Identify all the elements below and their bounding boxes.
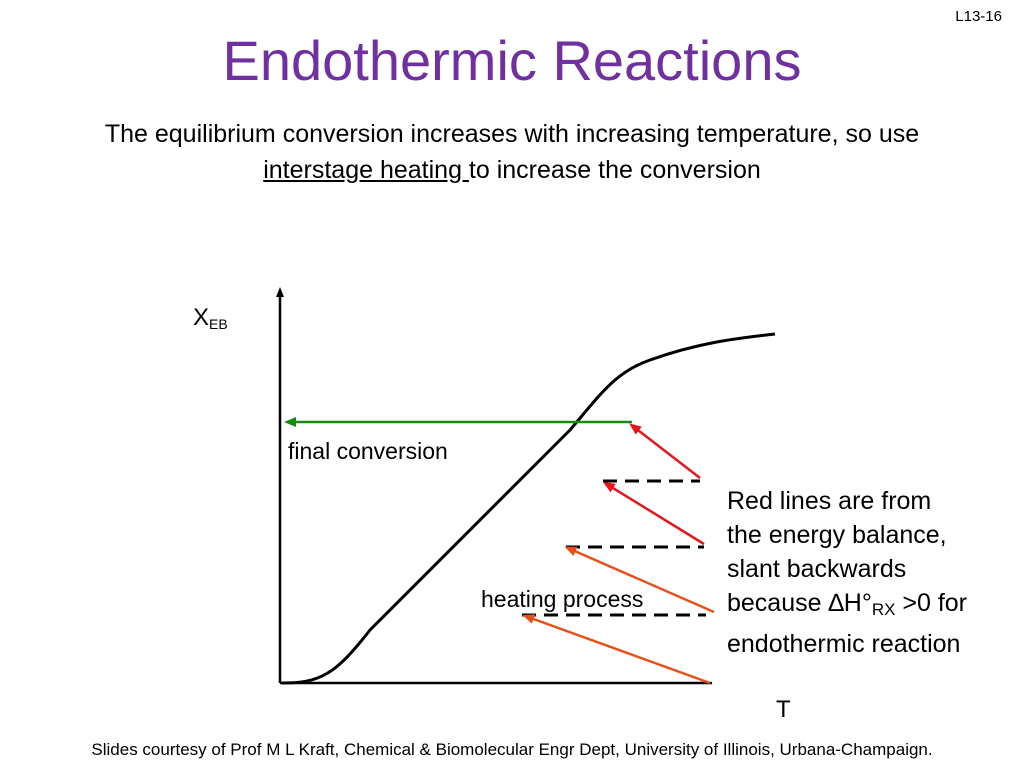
note-line-3: slant backwards [727,555,907,583]
energy-balance-line-1 [629,423,701,479]
final-conversion-label: final conversion [288,438,448,464]
slide-title: Endothermic Reactions [222,29,802,92]
note-line-4: because ∆H°RX >0 for [727,586,1012,627]
slide-subtitle: The equilibrium conversion increases wit… [30,116,994,188]
energy-balance-line-4 [522,614,711,685]
note-line-4-pre: because ∆H° [727,589,872,617]
energy-balance-note: Red lines are from the energy balance, s… [727,484,1012,661]
energy-balance-line-3 [564,546,715,614]
subtitle-part1: The equilibrium conversion increases wit… [104,120,920,148]
y-axis-label: XEB [193,304,228,332]
note-line-5: endothermic reaction [727,630,961,658]
x-axis-label: T [776,696,791,723]
footer-credit: Slides courtesy of Prof M L Kraft, Chemi… [91,740,933,759]
energy-balance-line-2 [602,481,705,546]
subtitle-part2: to increase the conversion [468,156,761,184]
note-line-2: the energy balance, [727,521,947,549]
equilibrium-curve [281,332,776,685]
y-axis-label-sub: EB [209,316,228,332]
note-line-4-sub: RX [871,600,896,619]
heating-process-label: heating process [481,586,644,612]
slide-number: L13-16 [955,8,1002,25]
note-line-1: Red lines are from [727,487,932,515]
y-axis-label-main: X [193,304,210,331]
subtitle-underlined: interstage heating [263,156,469,184]
note-line-4-post: >0 for [895,589,968,617]
